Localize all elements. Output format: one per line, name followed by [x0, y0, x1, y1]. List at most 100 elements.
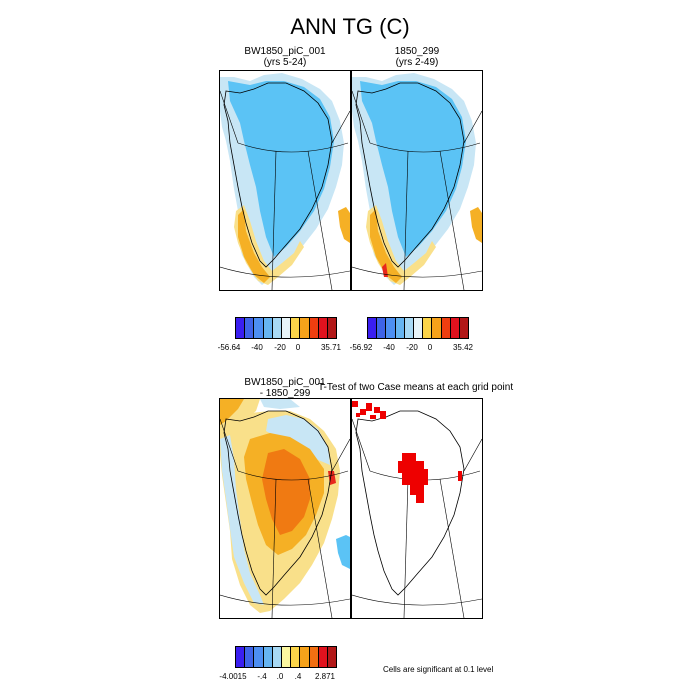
greenland-map-diff — [220, 399, 350, 618]
map-east-blue — [336, 535, 350, 569]
longitude-line — [463, 438, 482, 472]
latitude-line — [352, 594, 482, 606]
longitude-line — [271, 478, 277, 618]
colorbar-swatch — [254, 647, 264, 667]
greenland-coastline — [223, 82, 333, 268]
colorbar-swatch — [291, 318, 301, 338]
colorbar-swatch — [300, 318, 310, 338]
panel-case-diff: - 1850_299 — [259, 388, 311, 399]
map-northwest-orange — [220, 399, 244, 425]
colorbar-swatch — [368, 318, 378, 338]
colorbar-swatch — [450, 318, 460, 338]
colorbar-swatch — [254, 318, 264, 338]
map-panel-top-left — [219, 70, 351, 291]
colorbar-swatch — [413, 318, 424, 338]
panel-title-top-left: BW1850_piC_001 (yrs 5-24) — [219, 46, 351, 68]
colorbar-label: 35.42 — [452, 343, 474, 352]
greenland-map-ttest — [352, 401, 482, 618]
map-panel-significance — [351, 398, 483, 619]
longitude-line — [307, 150, 333, 290]
panel-years: (yrs 5-24) — [263, 57, 307, 68]
significant-cells-interior — [398, 453, 428, 503]
colorbar-swatch — [300, 647, 310, 667]
colorbar-label: -40 — [383, 343, 395, 352]
longitude-line — [220, 418, 239, 472]
longitude-line — [220, 90, 239, 144]
colorbar-swatch — [309, 647, 319, 667]
map-cold-blue-field — [228, 81, 334, 257]
map-dark-orange-field — [262, 449, 310, 535]
colorbar-swatch — [263, 318, 273, 338]
colorbar-label: -.4 — [257, 672, 267, 681]
greenland-coastline — [355, 82, 465, 268]
longitude-line — [352, 418, 371, 472]
colorbar-swatch — [404, 318, 414, 338]
panel-case-name: BW1850_piC_001 — [244, 46, 326, 57]
colorbar-label: .0 — [276, 672, 284, 681]
colorbar-label: -20 — [274, 343, 286, 352]
longitude-line — [331, 110, 350, 144]
colorbar-label: -20 — [406, 343, 418, 352]
latitude-line — [220, 594, 350, 606]
colorbar-swatch — [327, 647, 337, 667]
longitude-line — [352, 90, 371, 144]
longitude-line — [439, 478, 465, 618]
significant-cells-east — [458, 471, 462, 481]
colorbar-swatch — [318, 647, 328, 667]
colorbar-swatch — [263, 647, 273, 667]
longitude-line — [403, 478, 409, 618]
latitude-line — [237, 470, 349, 481]
latitude-line — [369, 142, 481, 153]
map-cold-blue-field — [360, 81, 466, 257]
colorbar-swatch — [318, 318, 328, 338]
colorbar-swatch — [432, 318, 442, 338]
longitude-line — [331, 438, 350, 472]
colorbar-label: 35.71 — [320, 343, 342, 352]
colorbar-swatch — [236, 647, 246, 667]
longitude-line — [403, 150, 409, 290]
greenland-map-abs-2 — [352, 73, 482, 290]
colorbar-swatch — [272, 318, 282, 338]
map-coastal-orange — [238, 209, 270, 283]
colorbar-difference — [235, 646, 337, 668]
colorbar-swatch — [327, 318, 337, 338]
panel-title-top-right: 1850_299 (yrs 2-49) — [351, 46, 483, 68]
map-panel-difference — [219, 398, 351, 619]
colorbar-label: 0 — [427, 343, 433, 352]
colorbar-swatch — [245, 318, 255, 338]
colorbar-swatch — [441, 318, 451, 338]
greenland-coastline — [355, 410, 465, 596]
map-north-light-blue — [260, 399, 300, 409]
colorbar-label: 2.871 — [314, 672, 336, 681]
panel-title-bottom-left: BW1850_piC_001 - 1850_299 — [219, 377, 351, 399]
longitude-line — [463, 110, 482, 144]
colorbar-swatch — [377, 318, 387, 338]
ttest-title: T-Test of two Case means at each grid po… — [318, 382, 514, 393]
colorbar-top-right — [367, 317, 469, 339]
colorbar-label: -56.92 — [349, 343, 373, 352]
colorbar-swatch — [291, 647, 301, 667]
colorbar-swatch — [281, 318, 292, 338]
colorbar-swatch — [281, 647, 292, 667]
colorbar-swatch — [236, 318, 246, 338]
colorbar-swatch — [395, 318, 405, 338]
map-east-orange — [338, 207, 350, 243]
longitude-line — [439, 150, 465, 290]
map-panel-top-right — [351, 70, 483, 291]
colorbar-label: -40 — [251, 343, 263, 352]
significant-cells-north — [352, 401, 386, 419]
panel-case-name: 1850_299 — [394, 46, 440, 57]
colorbar-label: .4 — [294, 672, 302, 681]
map-east-orange — [470, 207, 482, 243]
greenland-coastline — [223, 410, 333, 596]
plot-title: ANN TG (C) — [290, 14, 410, 39]
longitude-line — [307, 478, 333, 618]
colorbar-swatch — [386, 318, 396, 338]
colorbar-label: 0 — [295, 343, 301, 352]
panel-years: (yrs 2-49) — [395, 57, 439, 68]
colorbar-swatch — [245, 647, 255, 667]
colorbar-swatch — [423, 318, 433, 338]
panel-case-name: BW1850_piC_001 — [244, 377, 326, 388]
colorbar-label: -56.64 — [217, 343, 241, 352]
significance-note: Cells are significant at 0.1 level — [383, 665, 494, 674]
